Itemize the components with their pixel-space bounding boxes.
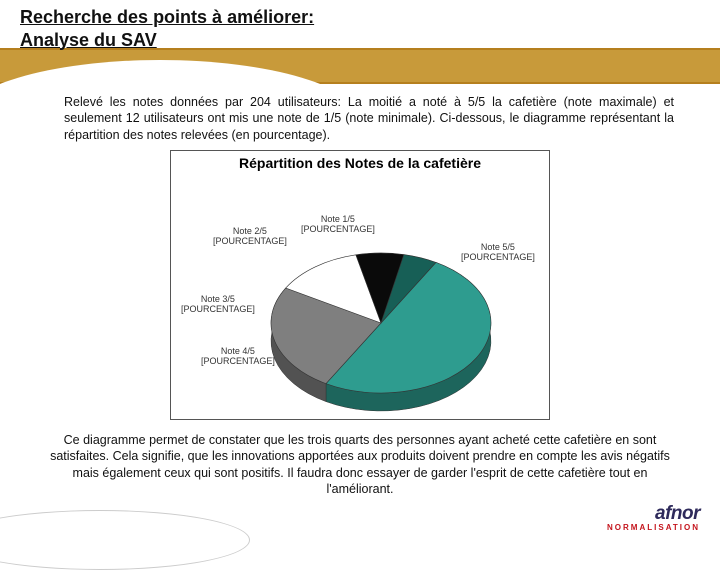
- title-line-1: Recherche des points à améliorer:: [20, 6, 314, 29]
- footer-curve: [0, 510, 250, 570]
- chart-title: Répartition des Notes de la cafetière: [171, 151, 549, 172]
- pie-slice-label: Note 5/5[POURCENTAGE]: [461, 243, 535, 263]
- pie-slice-label: Note 3/5[POURCENTAGE]: [181, 295, 255, 315]
- title-line-2: Analyse du SAV: [20, 29, 314, 52]
- logo-brand: afnor: [607, 503, 700, 525]
- pie-chart: Répartition des Notes de la cafetière No…: [170, 150, 550, 420]
- pie-slice-label: Note 4/5[POURCENTAGE]: [201, 347, 275, 367]
- pie-slice-label: Note 1/5[POURCENTAGE]: [301, 215, 375, 235]
- page-title: Recherche des points à améliorer: Analys…: [20, 6, 314, 51]
- conclusion-paragraph: Ce diagramme permet de constater que les…: [40, 432, 680, 497]
- logo-sub: NORMALISATION: [607, 523, 700, 532]
- pie-canvas: Note 5/5[POURCENTAGE] Note 4/5[POURCENTAG…: [171, 213, 551, 413]
- pie-slice-label: Note 2/5[POURCENTAGE]: [213, 227, 287, 247]
- intro-paragraph: Relevé les notes données par 204 utilisa…: [64, 94, 674, 143]
- brand-logo: afnor NORMALISATION: [607, 503, 700, 532]
